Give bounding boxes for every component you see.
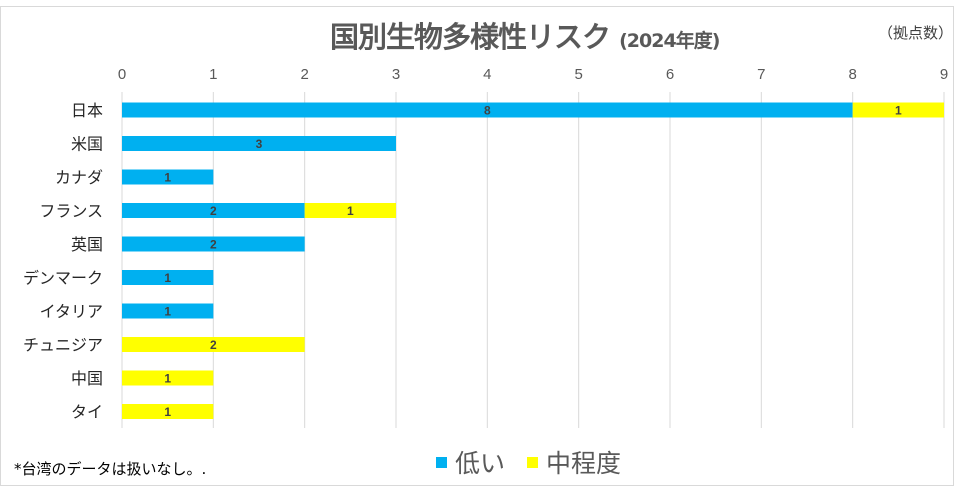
data-label: 1 <box>347 204 354 218</box>
y-category-label: デンマーク <box>23 269 103 288</box>
x-tick-label: 7 <box>757 66 765 83</box>
y-category-label: 英国 <box>71 236 103 254</box>
y-category-label: 日本 <box>71 102 103 120</box>
y-category-label: カナダ <box>55 169 103 187</box>
x-tick-label: 3 <box>392 66 400 83</box>
legend-label-medium: 中程度 <box>546 449 622 478</box>
x-tick-label: 4 <box>483 66 491 83</box>
chart-title: 国別生物多様性リスク (2024年度) <box>330 14 720 56</box>
unit-label: （拠点数） <box>878 24 954 42</box>
data-label: 3 <box>256 137 263 151</box>
data-label: 2 <box>210 238 217 252</box>
bar-medium <box>122 337 305 352</box>
data-label: 2 <box>210 338 217 352</box>
y-category-label: イタリア <box>40 303 103 321</box>
data-label: 1 <box>164 271 171 285</box>
y-category-label: 米国 <box>71 136 103 154</box>
x-tick-label: 9 <box>940 66 948 83</box>
chart-frame <box>0 6 954 486</box>
y-category-label: フランス <box>39 204 103 221</box>
data-label: 2 <box>210 204 217 218</box>
legend: 低い 中程度 <box>436 444 621 480</box>
bar-medium <box>122 404 214 419</box>
title-text: 国別生物多様性リスク <box>330 20 611 54</box>
data-label: 1 <box>164 171 171 185</box>
x-tick-label: 2 <box>300 66 308 83</box>
y-category-label: チュニジア <box>23 338 103 355</box>
bar-medium <box>852 102 944 118</box>
legend-swatch-low <box>436 456 447 468</box>
bar-medium <box>122 370 214 386</box>
bar-low <box>122 236 305 252</box>
data-label: 1 <box>164 305 171 319</box>
bar-low <box>122 102 853 118</box>
bar-medium <box>304 203 396 218</box>
data-label: 1 <box>164 372 171 386</box>
data-label: 1 <box>895 104 902 118</box>
legend-label-low: 低い <box>455 449 506 478</box>
x-tick-label: 1 <box>209 66 217 83</box>
bar-low <box>122 169 214 185</box>
bar-low <box>122 136 396 151</box>
legend-swatch-medium <box>527 456 539 468</box>
data-label: 8 <box>484 104 491 118</box>
x-tick-label: 6 <box>666 66 674 83</box>
y-category-label: タイ <box>71 404 103 422</box>
bar-low <box>122 203 305 218</box>
x-tick-label: 0 <box>118 66 126 83</box>
bar-low <box>122 270 214 285</box>
x-tick-label: 5 <box>574 66 582 83</box>
y-category-label: 中国 <box>71 370 103 388</box>
x-tick-label: 8 <box>848 66 856 83</box>
subtitle-text: (2024年度) <box>619 30 720 52</box>
footnote: *台湾のデータは扱いなし。. <box>14 460 207 478</box>
bar-low <box>122 303 214 319</box>
data-label: 1 <box>164 405 171 419</box>
